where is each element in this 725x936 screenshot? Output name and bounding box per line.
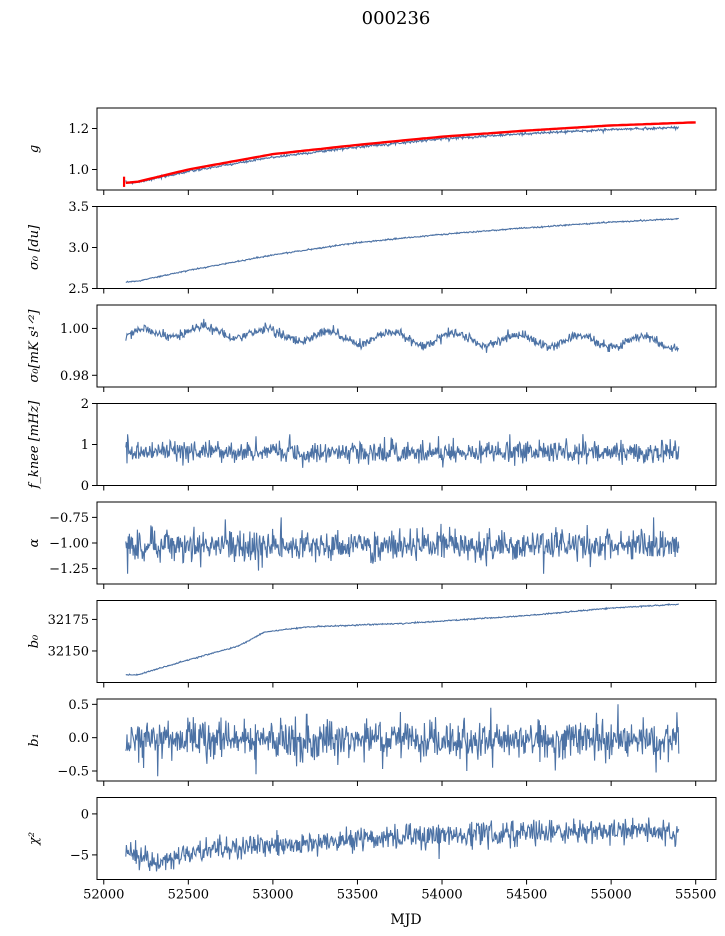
panel-g: 1.0 1.2 g [27,107,717,195]
y-tick-label: 3.0 [68,241,89,256]
series-line-alpha [125,517,680,574]
x-tick-label: 53500 [337,888,378,903]
y-tick-label: 1.2 [68,122,89,137]
x-tick-label: 52500 [168,888,209,903]
y-tick-label: 1 [81,438,89,453]
y-axis-label: f_knee [mHz] [27,400,42,490]
y-tick-label: 3.5 [68,200,89,215]
x-tick-label: 55500 [675,888,716,903]
y-tick-label: 1.0 [68,163,89,178]
panel-frame [96,797,717,880]
series-line-chi2 [125,817,680,872]
x-tick-label: 54500 [506,888,547,903]
y-tick-label: −0.5 [57,765,89,780]
y-axis-label: b₁ [27,733,42,747]
series-line-fknee [125,434,680,468]
y-axis-label: α [27,538,42,547]
y-tick-label: 1.00 [60,322,89,337]
y-tick-label: 2 [81,397,89,412]
series-line-sigma0_mk [125,318,679,353]
y-tick-label: 0.5 [68,698,89,713]
y-tick-label: 0.0 [68,731,89,746]
panel-frame [96,107,717,191]
y-tick-label: 0 [81,479,89,494]
y-tick-label: 32150 [48,644,89,659]
panel-chi2: −5 0 χ² 52000 52500 53000 53500 54000 54500 55000… [27,797,717,903]
y-tick-label: 32175 [48,613,89,628]
x-tick-label: 55000 [590,888,631,903]
panel-frame [96,600,717,683]
panel-frame [96,304,717,388]
series-line-b0 [125,602,679,676]
y-axis-label: σ₀ [du] [27,224,42,270]
panel-fknee: 0 1 2 f_knee [mHz] [27,397,717,494]
x-tick-label: 52000 [83,888,124,903]
y-tick-label: −1.25 [49,562,89,577]
x-axis-label: MJD [390,912,421,928]
series-line-sigma0_du [125,217,679,283]
x-tick-label: 53000 [252,888,293,903]
y-tick-label: −1.00 [49,537,89,552]
figure-title: 000236 [362,8,431,29]
y-tick-label: 2.5 [68,282,89,297]
panels-group: 1.0 1.2 g 2.5 3.0 3.5 σ₀ [du] 0.98 1.00 σ₀[mK s¹ᐟ… [27,107,717,903]
panel-sigma0_du: 2.5 3.0 3.5 σ₀ [du] [27,200,717,297]
panel-b1: −0.5 0.0 0.5 b₁ [27,698,717,786]
series-line-b1 [125,704,680,777]
y-tick-label: 0.98 [60,369,89,384]
panel-frame [96,698,717,782]
panel-sigma0_mk: 0.98 1.00 σ₀[mK s¹ᐟ²] [27,304,717,392]
y-axis-label: χ² [27,832,42,846]
series-line-g [125,125,680,185]
panel-alpha: −1.25 −1.00 −0.75 α [27,501,717,589]
panel-frame [96,206,717,289]
x-tick-label: 54000 [421,888,462,903]
y-axis-label: σ₀[mK s¹ᐟ²] [27,309,42,383]
y-tick-label: −0.75 [49,511,89,526]
y-tick-label: −5 [70,848,89,863]
y-tick-label: 0 [81,807,89,822]
panel-b0: 32150 32175 b₀ [27,600,717,688]
y-axis-label: g [27,145,42,153]
y-axis-label: b₀ [27,634,42,648]
series-line-g [125,121,696,184]
